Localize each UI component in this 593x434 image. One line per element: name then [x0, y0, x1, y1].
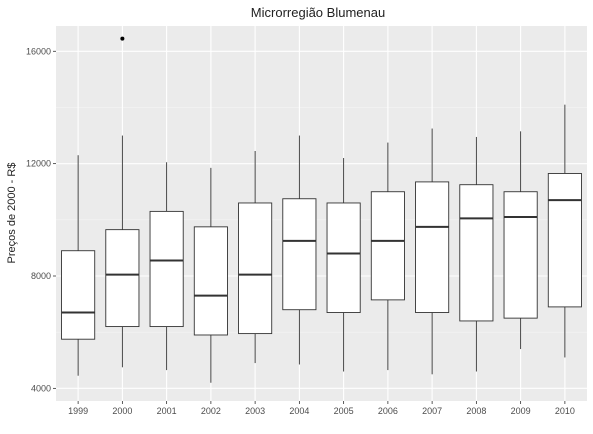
x-tick-label: 2006 [378, 406, 398, 416]
y-tick-label: 12000 [26, 159, 51, 169]
box-2009 [503, 131, 538, 350]
x-tick-label: 2001 [157, 406, 177, 416]
x-tick-label: 1999 [68, 406, 88, 416]
box-2002 [193, 167, 228, 383]
box-series [61, 104, 582, 383]
box-iqr [459, 184, 494, 322]
box-iqr [326, 202, 361, 313]
box-iqr [503, 191, 538, 319]
box-iqr [547, 173, 582, 308]
y-axis-title: Preços de 2000 - R$ [6, 163, 18, 264]
box-2001 [149, 162, 184, 371]
plot-panel [56, 26, 587, 401]
x-axis: 1999 2000 2001 2002 2003 2004 2005 2006 2007 2008… [68, 401, 575, 416]
box-iqr [370, 191, 405, 301]
box-2004 [282, 135, 317, 365]
y-axis: 4000 8000 12000 16000 [26, 46, 56, 393]
box-1999 [61, 155, 96, 376]
x-tick-label: 2007 [422, 406, 442, 416]
box-iqr [105, 229, 140, 328]
chart-title: Microrregião Blumenau [251, 5, 385, 20]
box-2007 [415, 128, 450, 375]
box-2006 [370, 142, 405, 371]
box-2005 [326, 158, 361, 372]
box-2000 [105, 135, 140, 368]
box-2003 [238, 151, 273, 364]
box-iqr [238, 202, 273, 335]
x-tick-label: 2004 [289, 406, 309, 416]
x-tick-label: 2010 [555, 406, 575, 416]
minor-gridlines [56, 107, 587, 333]
x-tick-label: 2000 [112, 406, 132, 416]
y-tick-label: 8000 [31, 271, 51, 281]
x-tick-label: 2009 [511, 406, 531, 416]
box-iqr [282, 198, 317, 311]
x-tick-label: 2002 [201, 406, 221, 416]
box-iqr [61, 250, 96, 340]
box-iqr [149, 210, 184, 328]
box-iqr [415, 181, 450, 313]
outlier-point [120, 36, 125, 41]
x-tick-label: 2005 [334, 406, 354, 416]
y-tick-label: 4000 [31, 383, 51, 393]
box-2008 [459, 136, 494, 372]
x-tick-label: 2003 [245, 406, 265, 416]
box-2010 [547, 104, 582, 358]
x-tick-label: 2008 [466, 406, 486, 416]
y-tick-label: 16000 [26, 46, 51, 56]
outlier-points [120, 36, 125, 41]
box-iqr [193, 226, 228, 336]
